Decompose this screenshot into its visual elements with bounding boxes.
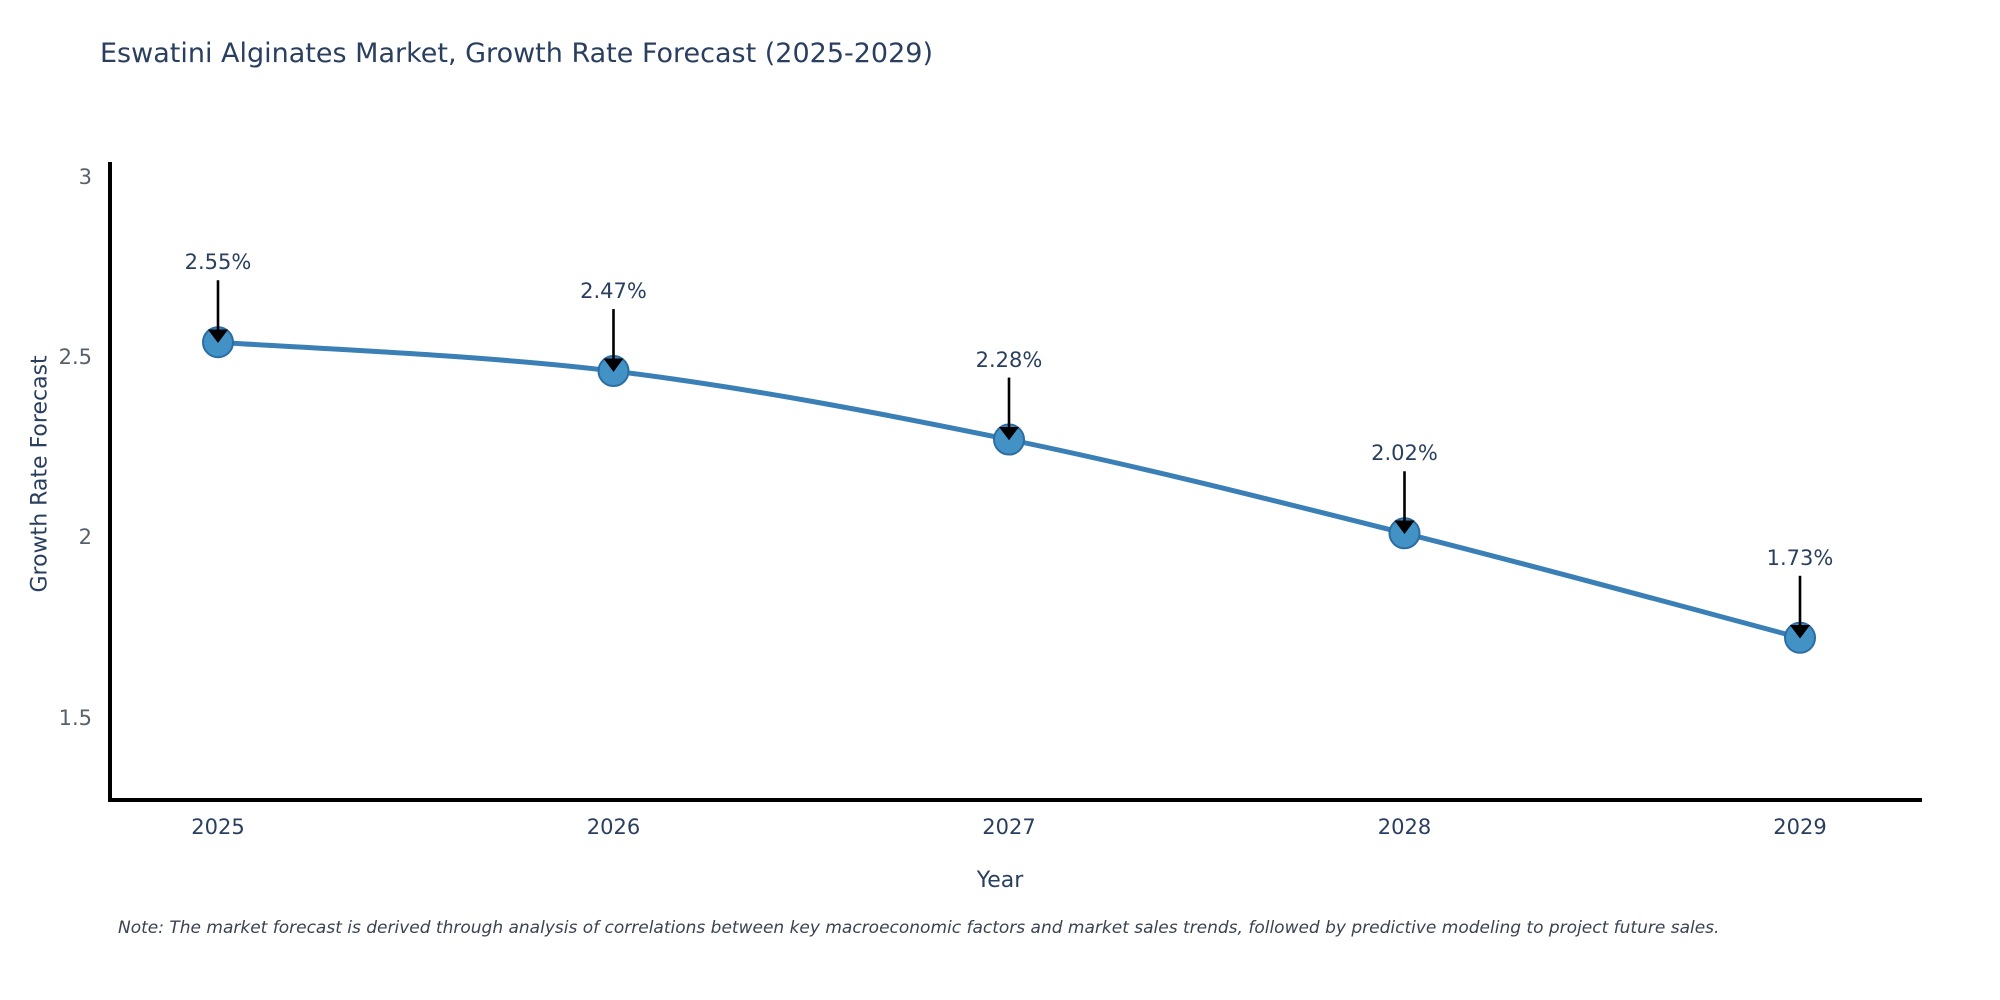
annotation-arrows	[207, 280, 1811, 639]
annotation-value-label: 2.02%	[1371, 441, 1438, 466]
x-tick-label: 2025	[191, 815, 245, 839]
y-tick-label: 1.5	[58, 705, 92, 730]
y-tick-label: 3	[78, 165, 92, 190]
annotation-value-label: 1.73%	[1766, 545, 1834, 570]
annotation-value-label: 2.55%	[184, 250, 252, 275]
x-axis-title: Year	[976, 868, 1024, 893]
annotation-value-label: 2.28%	[975, 347, 1043, 372]
x-tick-label: 2028	[1377, 815, 1432, 839]
x-tick-label: 2029	[1773, 815, 1827, 839]
annotation-value-label: 2.47%	[580, 279, 647, 304]
chart-title: Eswatini Alginates Market, Growth Rate F…	[100, 38, 934, 69]
chart-footnote: Note: The market forecast is derived thr…	[118, 918, 1720, 938]
x-tick-label: 2027	[982, 815, 1036, 839]
y-tick-label: 2	[78, 525, 92, 550]
data-point-markers	[202, 326, 1816, 654]
y-axis-title: Growth Rate Forecast	[27, 355, 53, 593]
y-tick-label: 2.5	[58, 345, 92, 370]
x-tick-label: 2026	[586, 815, 641, 839]
